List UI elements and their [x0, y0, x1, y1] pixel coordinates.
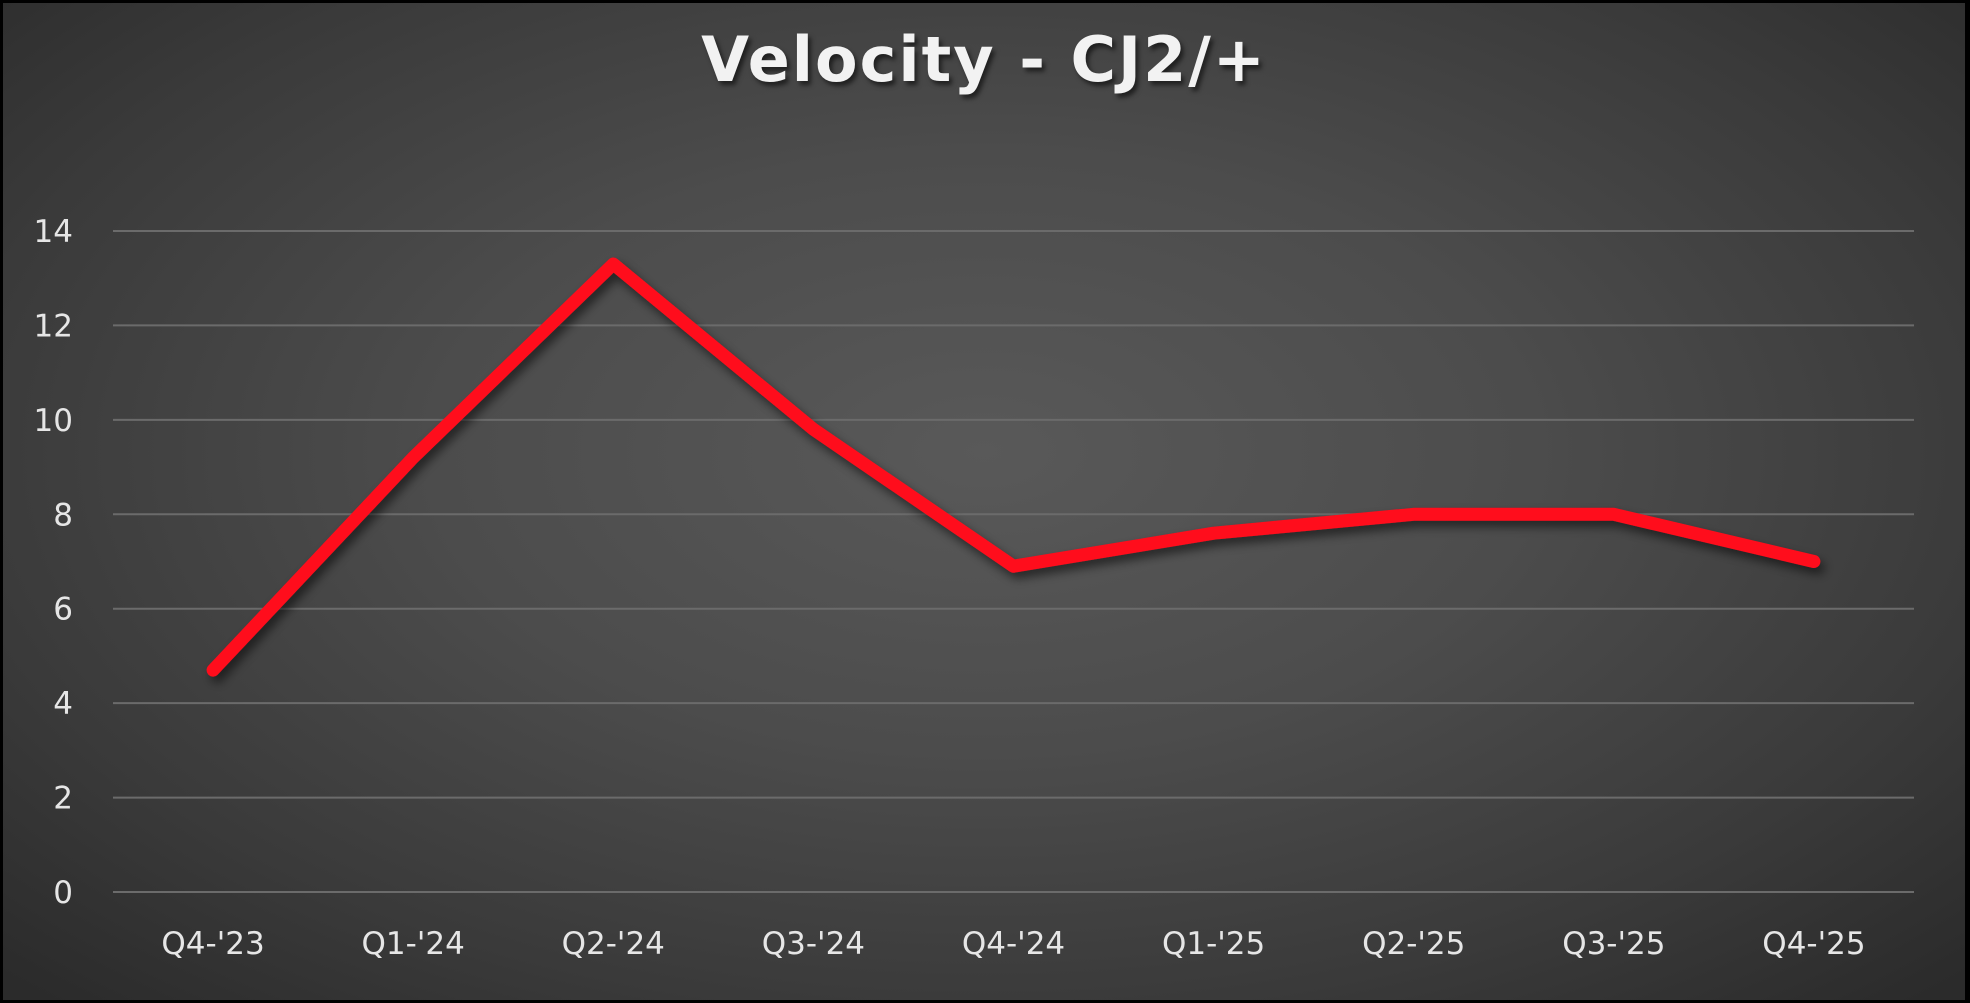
x-tick-label: Q3-'24	[762, 926, 865, 962]
x-tick-label: Q1-'25	[1162, 926, 1265, 962]
series-line	[206, 257, 1821, 677]
x-tick-label: Q4-'23	[161, 926, 264, 962]
y-tick-label: 2	[53, 781, 73, 817]
y-tick-label: 10	[34, 403, 73, 439]
data-series	[206, 257, 1821, 677]
y-tick-label: 4	[53, 686, 73, 722]
y-tick-label: 6	[53, 592, 73, 628]
chart-frame: Velocity - CJ2/+	[3, 3, 1965, 1000]
y-tick-label: 12	[34, 308, 73, 344]
x-tick-label: Q2-'25	[1362, 926, 1465, 962]
chart-title: Velocity - CJ2/+	[701, 23, 1267, 96]
y-axis-labels: 0 2 4 6 8 10 12 14	[34, 214, 73, 911]
y-tick-label: 0	[53, 875, 73, 911]
x-tick-label: Q3-'25	[1562, 926, 1665, 962]
y-tick-label: 14	[34, 214, 73, 250]
x-tick-label: Q1-'24	[362, 926, 465, 962]
x-tick-label: Q4-'25	[1762, 926, 1865, 962]
x-tick-label: Q2-'24	[562, 926, 665, 962]
x-axis-labels: Q4-'23 Q1-'24 Q2-'24 Q3-'24 Q4-'24 Q1-'25 Q2-'…	[161, 926, 1865, 962]
x-tick-label: Q4-'24	[962, 926, 1065, 962]
gridlines	[113, 230, 1914, 893]
y-tick-label: 8	[53, 497, 73, 533]
